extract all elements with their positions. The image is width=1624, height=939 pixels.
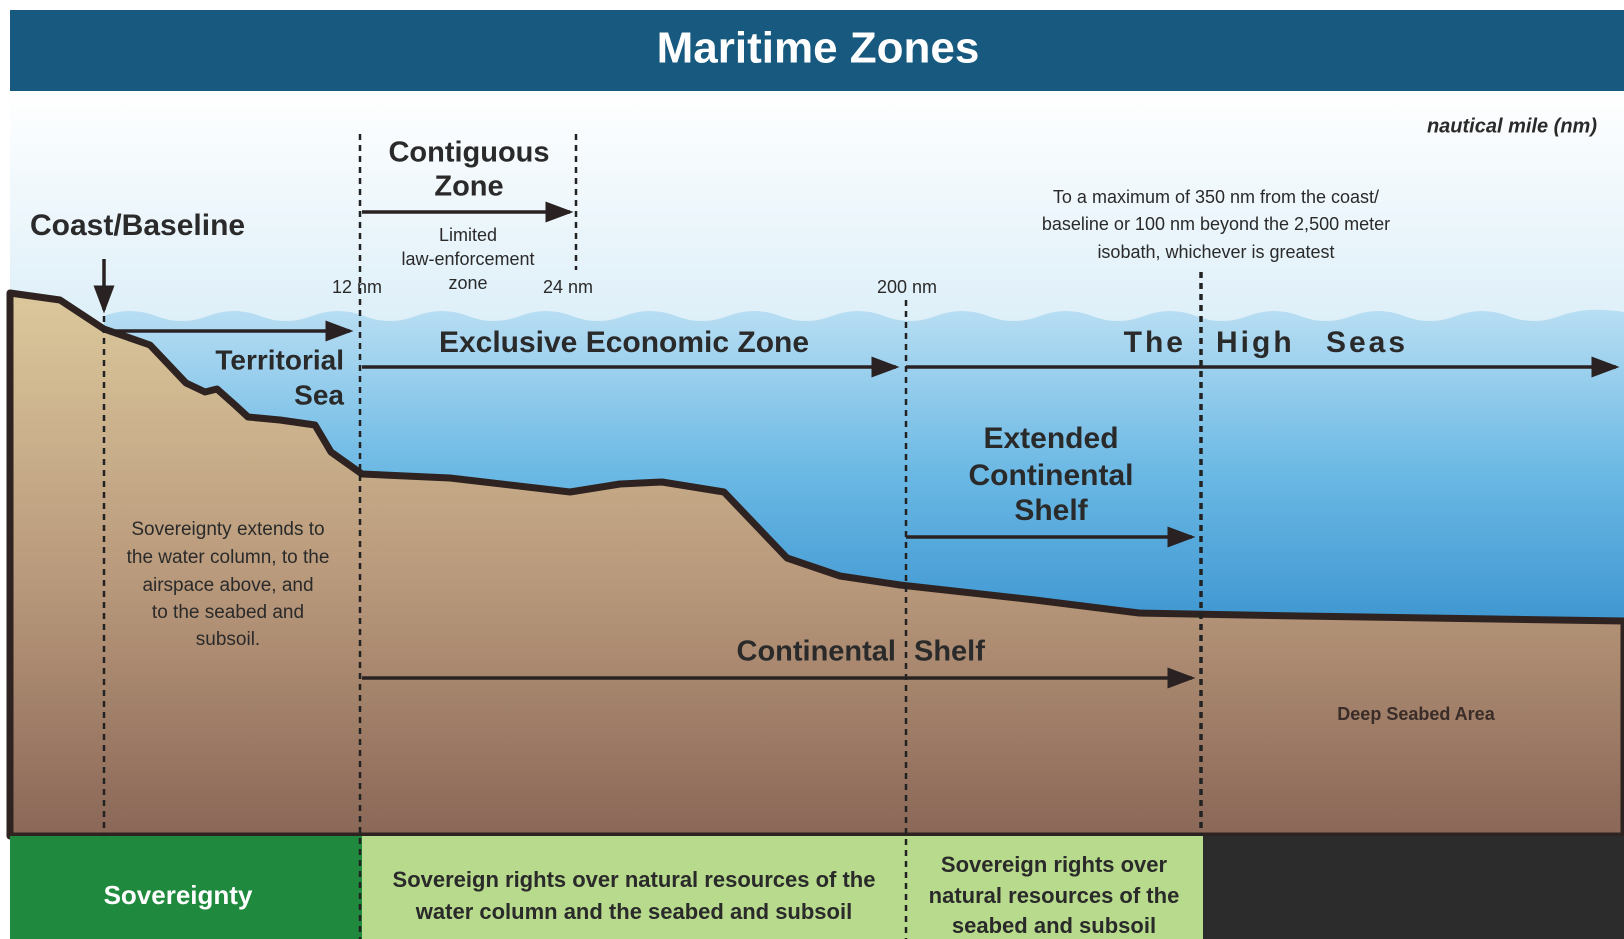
- extended-note: baseline or 100 nm beyond the 2,500 mete…: [1042, 214, 1390, 234]
- unit-note: nautical mile (nm): [1427, 115, 1597, 137]
- eez-label: Exclusive Economic Zone: [439, 326, 809, 359]
- title: Maritime Zones: [657, 24, 980, 73]
- sovereignty-note: subsoil.: [196, 629, 260, 650]
- cs-label: Continental: [737, 636, 897, 668]
- sovereignty-band: [10, 836, 362, 939]
- title-bar: [10, 10, 1624, 91]
- band-eez-rights: water column and the seabed and subsoil: [415, 899, 852, 924]
- extended-note: To a maximum of 350 nm from the coast/: [1053, 187, 1379, 207]
- high-seas-label: High Seas: [1216, 326, 1408, 359]
- cs-label: Shelf: [914, 636, 985, 668]
- band-shelf-rights: natural resources of the: [929, 883, 1180, 908]
- ecs-label: Shelf: [1014, 494, 1088, 527]
- band-shelf-rights: Sovereign rights over: [941, 852, 1168, 877]
- contiguous-note: law-enforcement: [401, 249, 534, 269]
- ecs-label: Continental: [969, 459, 1134, 492]
- territorial-label: Sea: [294, 379, 344, 410]
- marker-label: 24 nm: [543, 277, 593, 297]
- band-shelf-rights: seabed and subsoil: [952, 913, 1156, 938]
- coast-label: Coast/Baseline: [30, 209, 245, 242]
- territorial-label: Territorial: [215, 344, 344, 375]
- contiguous-note: zone: [448, 273, 487, 293]
- high-seas-band: [1203, 836, 1624, 939]
- contiguous-label: Contiguous: [388, 137, 549, 169]
- marker-label: 12 nm: [332, 277, 382, 297]
- seabed: [6, 289, 1624, 840]
- sovereignty-note: to the seabed and: [152, 602, 304, 623]
- sky: [10, 91, 1624, 336]
- marker-label: 200 nm: [877, 277, 937, 297]
- contiguous-label: Zone: [434, 171, 503, 203]
- sovereignty-note: airspace above, and: [142, 575, 313, 596]
- extended-note: isobath, whichever is greatest: [1097, 242, 1334, 262]
- sovereignty-note: the water column, to the: [127, 547, 330, 568]
- band-sovereignty: Sovereignty: [104, 880, 253, 910]
- deep-seabed-label: Deep Seabed Area: [1337, 704, 1495, 724]
- high-seas-label: The: [1124, 326, 1186, 359]
- ecs-label: Extended: [983, 422, 1118, 455]
- band-eez-rights: Sovereign rights over natural resources …: [393, 867, 876, 892]
- contiguous-note: Limited: [439, 225, 497, 245]
- sovereignty-note: Sovereignty extends to: [131, 519, 324, 540]
- rights-band: [362, 836, 1203, 939]
